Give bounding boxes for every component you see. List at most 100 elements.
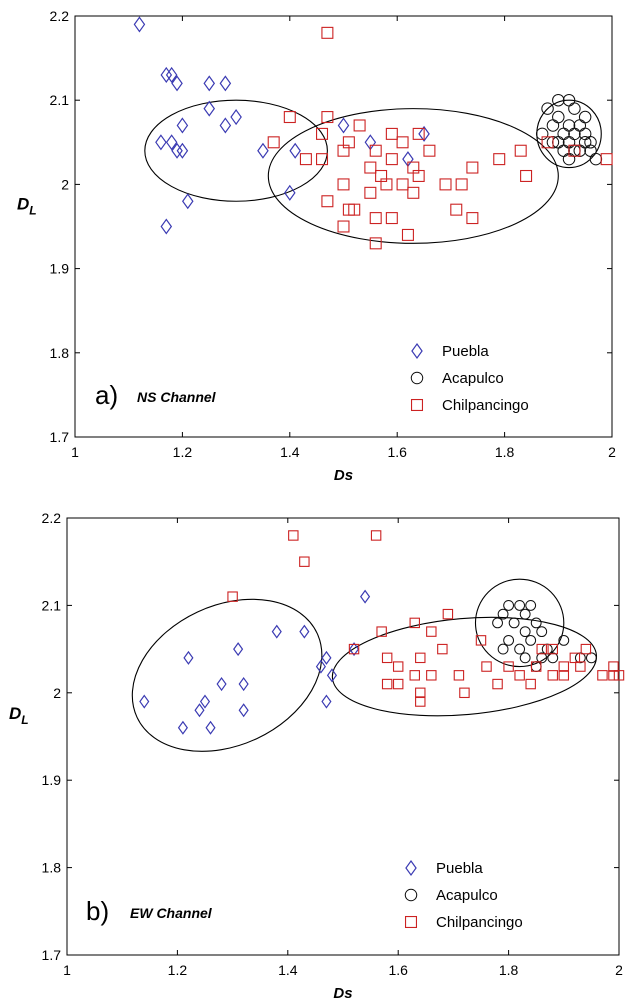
- data-point-puebla: [203, 100, 216, 117]
- data-point-puebla: [205, 720, 216, 735]
- x-axis-label: Ds: [333, 985, 352, 1002]
- data-point-chilpancingo: [337, 220, 350, 233]
- channel-annotation: EW Channel: [130, 905, 213, 921]
- data-point-chilpancingo: [392, 661, 404, 672]
- y-tick-label: 1.8: [42, 860, 62, 876]
- data-point-puebla: [271, 624, 282, 639]
- x-tick-label: 1.4: [278, 962, 298, 978]
- data-point-chilpancingo: [514, 670, 525, 681]
- data-point-acapulco: [552, 110, 565, 124]
- data-point-puebla: [348, 642, 360, 657]
- data-point-puebla: [238, 677, 249, 692]
- data-point-chilpancingo: [541, 136, 554, 149]
- data-point-chilpancingo: [321, 111, 334, 124]
- cluster-ellipse: [144, 99, 328, 202]
- data-point-puebla: [257, 142, 269, 159]
- data-point-chilpancingo: [385, 153, 398, 166]
- data-point-chilpancingo: [364, 186, 377, 199]
- data-point-acapulco: [541, 643, 553, 655]
- x-tick-label: 1.2: [168, 962, 188, 978]
- data-point-chilpancingo: [415, 652, 426, 664]
- data-point-chilpancingo: [426, 670, 437, 681]
- channel-annotation: NS Channel: [137, 389, 217, 405]
- y-axis-label-main: D: [17, 195, 29, 214]
- data-point-acapulco: [558, 634, 570, 646]
- data-point-chilpancingo: [392, 678, 404, 690]
- data-point-chilpancingo: [514, 144, 527, 157]
- data-point-chilpancingo: [380, 178, 393, 191]
- data-point-acapulco: [557, 144, 570, 157]
- data-point-chilpancingo: [409, 670, 420, 681]
- data-point-chilpancingo: [267, 136, 280, 149]
- data-point-acapulco: [536, 652, 548, 664]
- legend-marker-acapulco: [410, 371, 424, 385]
- data-point-acapulco: [541, 102, 554, 115]
- data-point-acapulco: [525, 634, 537, 646]
- data-point-puebla: [321, 694, 332, 709]
- y-tick-label: 2: [61, 176, 69, 192]
- data-point-acapulco: [589, 152, 603, 166]
- data-point-acapulco: [530, 617, 542, 629]
- legend-marker-chilpancingo: [410, 398, 424, 412]
- data-point-chilpancingo: [316, 153, 329, 166]
- data-point-chilpancingo: [337, 144, 350, 157]
- legend-label-chilpancingo: Chilpancingo: [436, 914, 523, 931]
- x-tick-label: 1.6: [387, 444, 407, 460]
- data-point-chilpancingo: [530, 661, 542, 672]
- data-point-puebla: [165, 66, 178, 83]
- data-point-puebla: [289, 142, 301, 159]
- data-point-chilpancingo: [299, 153, 312, 166]
- data-point-acapulco: [536, 626, 548, 638]
- data-point-chilpancingo: [426, 626, 437, 637]
- x-tick-label: 1: [71, 444, 79, 460]
- data-point-chilpancingo: [453, 670, 465, 681]
- data-point-chilpancingo: [283, 111, 296, 124]
- data-point-puebla: [160, 218, 173, 235]
- data-point-chilpancingo: [321, 195, 334, 208]
- panel-label: b): [86, 896, 109, 926]
- cluster-ellipse: [267, 108, 559, 244]
- data-point-acapulco: [514, 599, 526, 611]
- data-point-chilpancingo: [412, 127, 425, 140]
- data-point-chilpancingo: [442, 608, 454, 620]
- legend-marker-chilpancingo: [404, 915, 418, 929]
- data-point-chilpancingo: [503, 661, 514, 672]
- legend: Puebla Acapulco Chilpancingo: [410, 342, 529, 414]
- data-point-acapulco: [519, 652, 531, 664]
- legend-label-puebla: Puebla: [442, 343, 489, 360]
- data-point-acapulco: [584, 136, 597, 149]
- data-point-chilpancingo: [455, 178, 468, 191]
- chart-panel-ew: 1 1.2 1.4 1.6 1.8 21.71.81.922.12.2 Ds DL b) …: [9, 510, 625, 1002]
- y-tick-label: 1.9: [50, 261, 70, 277]
- data-point-puebla: [176, 142, 189, 159]
- data-point-chilpancingo: [370, 530, 382, 541]
- data-point-puebla: [155, 134, 167, 151]
- x-tick-label: 1.8: [495, 444, 515, 460]
- data-point-acapulco: [497, 608, 509, 620]
- data-point-puebla: [418, 125, 430, 142]
- data-point-acapulco: [547, 652, 559, 664]
- x-tick-label: 2: [608, 444, 616, 460]
- data-point-acapulco: [573, 119, 587, 132]
- data-point-chilpancingo: [608, 670, 619, 681]
- data-point-chilpancingo: [369, 144, 382, 157]
- data-point-acapulco: [584, 144, 597, 157]
- ellipse-group: [144, 99, 602, 244]
- data-point-chilpancingo: [600, 153, 613, 166]
- y-tick-label: 2.2: [42, 510, 62, 526]
- y-axis-label-sub: L: [21, 713, 28, 727]
- data-point-chilpancingo: [597, 670, 608, 681]
- data-point-chilpancingo: [547, 670, 558, 681]
- data-point-chilpancingo: [412, 169, 425, 182]
- legend: Puebla Acapulco Chilpancingo: [404, 859, 523, 931]
- x-tick-label: 1.2: [173, 444, 193, 460]
- ellipse-group: [131, 578, 598, 752]
- x-tick-label: 1.6: [388, 962, 408, 978]
- data-point-chilpancingo: [439, 178, 452, 191]
- y-axis-label-sub: L: [29, 204, 36, 218]
- cluster-ellipse: [131, 598, 323, 752]
- data-point-acapulco: [497, 643, 509, 655]
- x-tick-label: 2: [615, 962, 623, 978]
- data-point-chilpancingo: [423, 144, 436, 157]
